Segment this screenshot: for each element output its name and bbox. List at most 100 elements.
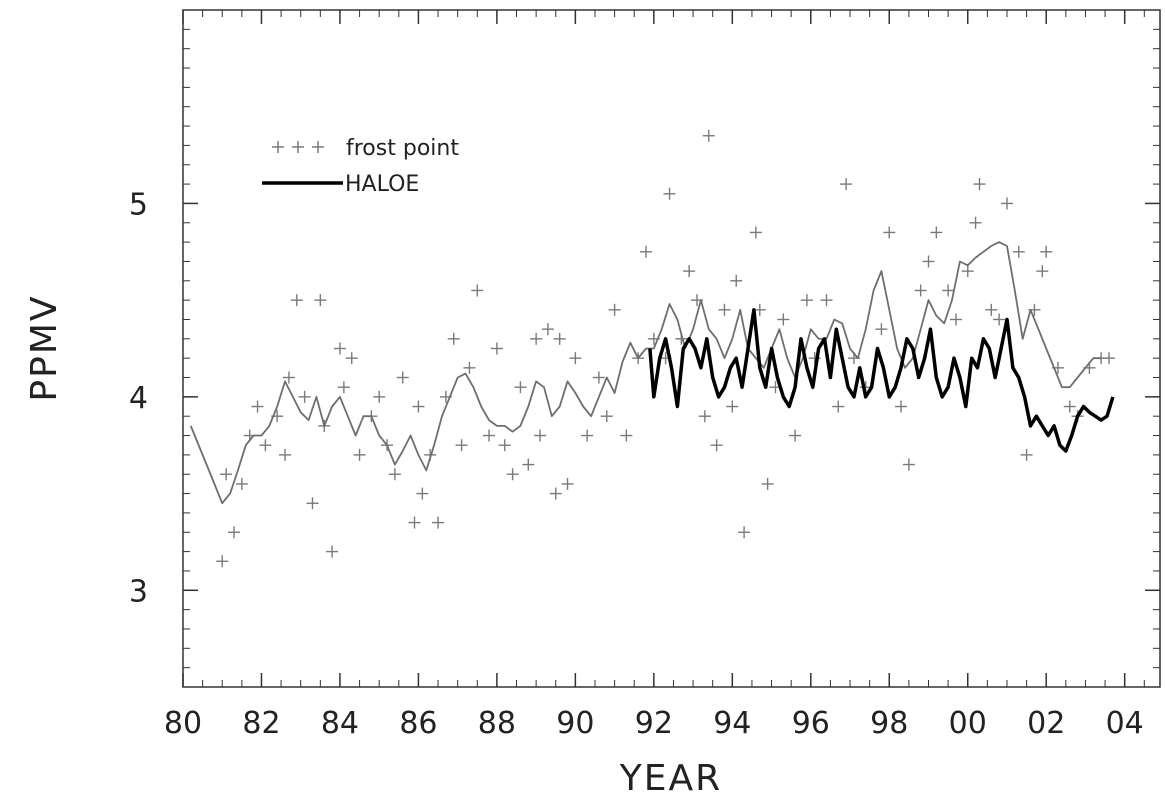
x-tick-label: 92	[635, 706, 673, 741]
x-tick-label: 88	[478, 706, 516, 741]
frost-point-marker	[639, 245, 652, 258]
frost-point-marker	[702, 129, 715, 142]
frost-point-marker	[985, 303, 998, 316]
frost-point-marker	[396, 371, 409, 384]
x-tick-label: 90	[556, 706, 594, 741]
frost-point-marker	[663, 187, 676, 200]
frost-point-marker	[498, 439, 511, 452]
frost-point-marker	[922, 255, 935, 268]
frost-point-marker	[251, 400, 264, 413]
frost-point-marker	[581, 429, 594, 442]
frost-point-marker	[942, 284, 955, 297]
frost-point-marker	[1036, 265, 1049, 278]
x-tick-label: 96	[792, 706, 830, 741]
frost-point-marker	[883, 226, 896, 239]
y-tick-label: 4	[129, 381, 148, 416]
frost-point-marker	[333, 342, 346, 355]
frost-point-marker	[447, 332, 460, 345]
frost-point-marker	[483, 429, 496, 442]
frost-point-marker	[726, 400, 739, 413]
x-tick-label: 94	[713, 706, 751, 741]
frost-point-marker	[761, 477, 774, 490]
frost-point-marker	[1040, 245, 1053, 258]
frost-point-marker	[698, 410, 711, 423]
frost-point-marker	[388, 468, 401, 481]
frost-point-marker	[216, 555, 229, 568]
frost-point-marker	[1020, 448, 1033, 461]
frost-point-marker	[455, 439, 468, 452]
frost-point-marker	[298, 390, 311, 403]
frost-point-marker	[895, 400, 908, 413]
frost-point-marker	[620, 429, 633, 442]
frost-point-marker	[1000, 197, 1013, 210]
y-tick-label: 5	[129, 187, 148, 222]
plot-frame	[182, 9, 1161, 688]
frost-point-marker	[561, 477, 574, 490]
frost-point-marker	[506, 468, 519, 481]
x-tick-label: 00	[949, 706, 987, 741]
legend-label-haloe: HALOE	[345, 172, 419, 197]
frost-point-marker	[471, 284, 484, 297]
frost-point-marker	[753, 303, 766, 316]
frost-point-marker	[412, 400, 425, 413]
x-tick-label: 04	[1106, 706, 1144, 741]
frost-point-marker	[490, 342, 503, 355]
frost-point-marker	[902, 458, 915, 471]
y-axis-title: PPMV	[24, 294, 65, 401]
frost-point-marker	[463, 361, 476, 374]
frost-point-marker	[600, 410, 613, 423]
frost-point-marker	[416, 487, 429, 500]
frost-point-marker	[749, 226, 762, 239]
frost-point-marker	[730, 274, 743, 287]
frost-point-marker	[228, 526, 241, 539]
frost-point-marker	[592, 371, 605, 384]
smoothed-series-line	[189, 241, 1102, 505]
frost-point-marker	[710, 439, 723, 452]
frost-point-marker	[279, 448, 292, 461]
frost-point-marker	[235, 477, 248, 490]
frost-point-marker	[789, 429, 802, 442]
frost-point-marker	[820, 294, 833, 307]
frost-point-marker	[1012, 245, 1025, 258]
frost-point-marker	[541, 323, 554, 336]
x-tick-label: 82	[242, 706, 280, 741]
frost-point-marker	[530, 332, 543, 345]
frost-point-marker	[306, 497, 319, 510]
x-tick-label: 86	[399, 706, 437, 741]
frost-point-marker	[993, 313, 1006, 326]
frost-point-marker	[569, 352, 582, 365]
frost-point-marker	[337, 381, 350, 394]
frost-point-marker	[549, 487, 562, 500]
frost-point-marker	[832, 400, 845, 413]
frost-point-marker	[522, 458, 535, 471]
frost-point-marker	[738, 526, 751, 539]
y-tick-label: 3	[129, 574, 148, 609]
frost-point-marker	[432, 516, 445, 529]
frost-point-marker	[290, 294, 303, 307]
frost-point-marker	[961, 265, 974, 278]
frost-point-marker	[314, 294, 327, 307]
frost-point-marker	[930, 226, 943, 239]
frost-point-marker	[973, 178, 986, 191]
frost-point-marker	[220, 468, 233, 481]
frost-point-marker	[914, 284, 927, 297]
frost-point-marker	[408, 516, 421, 529]
frost-point-marker	[514, 381, 527, 394]
frost-point-marker	[345, 352, 358, 365]
x-tick-label: 80	[164, 706, 202, 741]
frost-point-marker	[800, 294, 813, 307]
frost-point-marker	[777, 313, 790, 326]
frost-point-marker	[259, 439, 272, 452]
legend-label-frost-point: frost point	[346, 136, 459, 161]
frost-point-marker	[282, 371, 295, 384]
x-axis-title: YEAR	[619, 758, 722, 798]
frost-point-marker	[608, 303, 621, 316]
frost-point-marker	[840, 178, 853, 191]
frost-point-marker	[353, 448, 366, 461]
frost-point-marker	[326, 545, 339, 558]
frost-point-marker	[534, 429, 547, 442]
x-tick-label: 98	[870, 706, 908, 741]
frost-point-marker	[949, 313, 962, 326]
